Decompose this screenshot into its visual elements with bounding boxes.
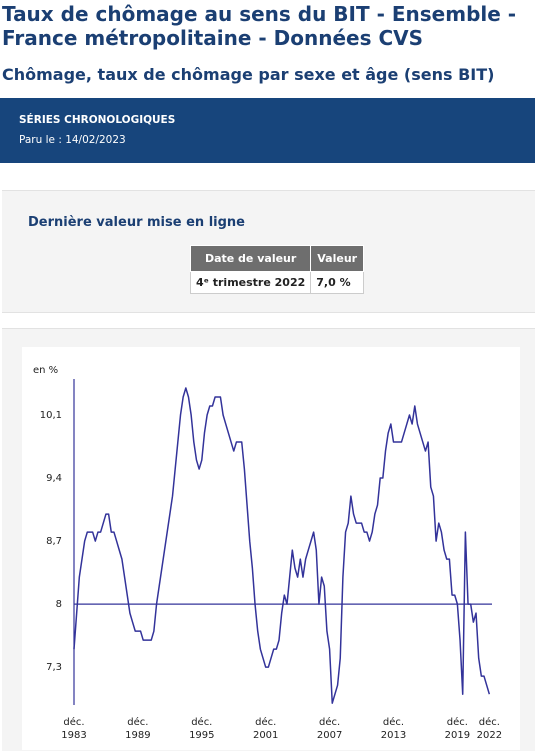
banner: SÉRIES CHRONOLOGIQUES Paru le : 14/02/20…: [0, 98, 535, 163]
x-tick-label-line: déc.: [319, 716, 340, 728]
page-title: Taux de chômage au sens du BIT - Ensembl…: [2, 2, 517, 50]
cell: 4ᵉ trimestre 2022: [189, 271, 312, 294]
x-tick-label-line: 1995: [189, 730, 214, 741]
latest-table: Date de valeur Valeur 4ᵉ trimestre 2022 …: [189, 245, 365, 294]
x-tick-label-line: déc.: [191, 716, 212, 728]
x-tick-label: déc. 2019: [445, 716, 470, 741]
latest-value-panel: Dernière valeur mise en ligne Date de va…: [2, 190, 535, 313]
category[interactable]: SÉRIES CHRONOLOGIQUES: [19, 114, 176, 126]
cell: 7,0 %: [310, 271, 365, 294]
header-row: Date de valeur Valeur: [189, 245, 365, 272]
x-tick-label-line: 1983: [61, 730, 86, 741]
panel-title: Dernière valeur mise en ligne: [28, 215, 245, 230]
x-tick-label-line: 2007: [317, 730, 342, 741]
y-axis-label: en %: [33, 365, 58, 376]
x-tick-label-line: déc.: [127, 716, 148, 728]
x-tick-label-line: déc.: [447, 716, 468, 728]
published-date: Paru le : 14/02/2023: [19, 134, 126, 146]
chart: en % 7,3 8 8,7 9,4 10,1 déc. 1983 déc. 1989 déc. 1…: [22, 347, 520, 750]
column-header: Valeur: [310, 245, 365, 272]
x-tick-label-line: déc.: [63, 716, 84, 728]
x-tick-label-line: 1989: [125, 730, 150, 741]
x-tick-label: déc. 2022: [477, 716, 502, 741]
x-tick-label: déc. 2001: [253, 716, 278, 741]
y-tick-label: 7,3: [46, 662, 62, 673]
column-header: Date de valeur: [189, 245, 312, 272]
x-tick-label-line: 2001: [253, 730, 278, 741]
y-tick-label: 10,1: [40, 410, 62, 421]
x-tick-label-line: 2019: [445, 730, 470, 741]
x-tick-label: déc. 1995: [189, 716, 214, 741]
x-tick-label: déc. 1983: [61, 716, 86, 741]
x-tick-label-line: 2022: [477, 730, 502, 741]
x-tick-label-line: déc.: [255, 716, 276, 728]
y-tick-label: 8: [56, 599, 62, 610]
x-tick-label-line: 2013: [381, 730, 406, 741]
x-tick-label: déc. 2007: [317, 716, 342, 741]
y-tick-label: 8,7: [46, 536, 62, 547]
x-tick-label-line: déc.: [383, 716, 404, 728]
x-tick-label-line: déc.: [479, 716, 500, 728]
x-tick-label: déc. 2013: [381, 716, 406, 741]
row: 4ᵉ trimestre 2022 7,0 %: [189, 271, 365, 294]
data-line: [73, 387, 491, 704]
x-tick-label: déc. 1989: [125, 716, 150, 741]
y-tick-label: 9,4: [46, 473, 62, 484]
page-subtitle: Chômage, taux de chômage par sexe et âge…: [2, 65, 495, 84]
